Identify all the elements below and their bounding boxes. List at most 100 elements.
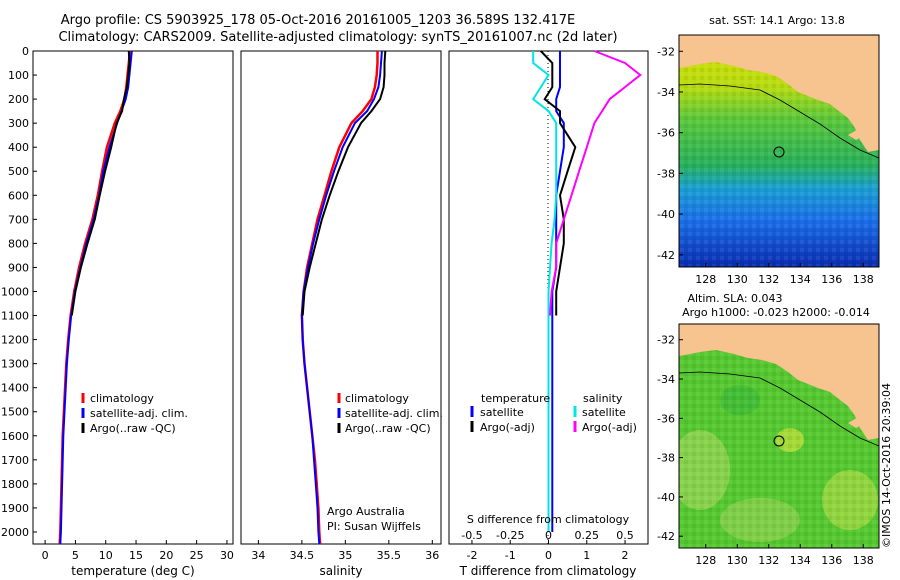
t-difference-xlabel: T difference from climatology — [459, 564, 637, 578]
imos-stamp: ©IMOS 14-Oct-2016 20:39:04 — [880, 383, 893, 548]
salinity-axes-frame — [240, 50, 442, 545]
island — [848, 128, 866, 140]
x-tick-label-s: -0.25 — [496, 529, 524, 542]
map-x-tick-label: 130 — [727, 273, 748, 286]
y-tick-label: 100 — [8, 69, 29, 82]
difference-series-line-1 — [540, 50, 577, 316]
map-y-tick-label: -36 — [657, 412, 675, 425]
island — [848, 416, 866, 428]
temperature-panel: 0100200300400500600700800900100011001200… — [1, 45, 234, 578]
legend-t-argo: Argo(-adj) — [480, 421, 535, 434]
x-tick-label: 10 — [99, 549, 113, 562]
x-tick-label: 35 — [338, 549, 352, 562]
legend-temperature-heading: temperature — [481, 392, 550, 405]
x-tick-label: 36 — [425, 549, 439, 562]
sla-map-title-2: Argo h1000: -0.023 h2000: -0.014 — [682, 306, 870, 319]
x-tick-label: 35.5 — [377, 549, 402, 562]
sla-map-panel: Altim. SLA: 0.043 Argo h1000: -0.023 h20… — [657, 292, 880, 567]
x-tick-label: 5 — [72, 549, 79, 562]
x-tick-label: 30 — [220, 549, 234, 562]
y-tick-label: 1500 — [1, 406, 29, 419]
map-x-tick-label: 132 — [758, 554, 779, 567]
credit-line-1: Argo Australia — [327, 505, 405, 518]
salinity-legend: climatology satellite-adj. clim. Argo(..… — [337, 392, 443, 435]
series-line-1 — [300, 50, 383, 545]
credit-line-2: PI: Susan Wijffels — [327, 520, 421, 533]
legend-s-argo: Argo(-adj) — [582, 421, 637, 434]
sst-map-frame — [678, 34, 880, 268]
depth-contour — [679, 371, 879, 447]
x-tick-label: 2 — [622, 549, 629, 562]
map-x-tick-label: 138 — [853, 273, 874, 286]
y-tick-label: 800 — [8, 237, 29, 250]
map-y-tick-label: -34 — [657, 373, 675, 386]
y-tick-label: 600 — [8, 189, 29, 202]
title-line-2: Climatology: CARS2009. Satellite-adjuste… — [58, 30, 617, 45]
map-x-tick-label: 132 — [758, 273, 779, 286]
y-tick-label: 1300 — [1, 358, 29, 371]
map-y-tick-label: -38 — [657, 167, 675, 180]
x-tick-label: -1 — [505, 549, 516, 562]
x-tick-label: 34 — [251, 549, 265, 562]
map-y-tick-label: -40 — [657, 208, 675, 221]
legend-argo: Argo(..raw -QC) — [90, 422, 176, 435]
x-tick-label: 20 — [159, 549, 173, 562]
map-y-tick-label: -32 — [657, 45, 675, 58]
map-y-tick-label: -32 — [657, 334, 675, 347]
series-line-2 — [70, 50, 131, 316]
x-tick-label-s: 0.25 — [575, 529, 600, 542]
x-tick-label: 0 — [42, 549, 49, 562]
difference-panel: -2 -1 0 1 2 -0.5 -0.25 0 0.25 0.5 S difference f… — [448, 50, 649, 578]
sla-map-frame — [678, 323, 880, 549]
map-y-tick-label: -42 — [657, 530, 675, 543]
y-tick-label: 1900 — [1, 502, 29, 515]
map-x-tick-label: 136 — [821, 273, 842, 286]
y-tick-label: 700 — [8, 213, 29, 226]
float-position-marker — [773, 435, 785, 447]
map-x-tick-label: 128 — [695, 554, 716, 567]
x-tick-label: 25 — [190, 549, 204, 562]
y-tick-label: 1800 — [1, 478, 29, 491]
y-tick-label: 1600 — [1, 430, 29, 443]
map-x-tick-label: 134 — [790, 554, 811, 567]
land-mass — [679, 35, 879, 152]
temperature-axes-frame — [32, 50, 234, 545]
y-tick-label: 1700 — [1, 454, 29, 467]
legend-climatology: climatology — [345, 392, 409, 405]
x-tick-label: 1 — [583, 549, 590, 562]
temperature-legend: climatology satellite-adj. clim. Argo(..… — [81, 392, 188, 435]
x-tick-label: 15 — [129, 549, 143, 562]
y-tick-label: 1400 — [1, 382, 29, 395]
map-y-tick-label: -38 — [657, 452, 675, 465]
y-tick-label: 900 — [8, 261, 29, 274]
sst-map-title: sat. SST: 14.1 Argo: 13.8 — [709, 14, 845, 27]
series-line-2 — [301, 50, 387, 316]
y-tick-label: 200 — [8, 93, 29, 106]
y-tick-label: 2000 — [1, 526, 29, 539]
sst-map-panel: sat. SST: 14.1 Argo: 13.8 — [657, 14, 880, 286]
difference-series-line-2 — [531, 51, 558, 532]
legend-salinity-heading: salinity — [583, 392, 623, 405]
map-x-tick-label: 130 — [727, 554, 748, 567]
title-line-1: Argo profile: CS 5903925_178 05-Oct-2016… — [61, 13, 575, 28]
map-x-tick-label: 128 — [695, 273, 716, 286]
difference-series-line-3 — [549, 50, 642, 316]
x-tick-label: 34.5 — [290, 549, 315, 562]
y-tick-label: 500 — [8, 165, 29, 178]
depth-contour — [679, 83, 879, 159]
legend-satellite: satellite-adj. clim. — [90, 407, 188, 420]
difference-legend: temperature satellite Argo(-adj) salinit… — [470, 392, 637, 434]
legend-s-satellite: satellite — [582, 406, 626, 419]
y-tick-label: 300 — [8, 117, 29, 130]
legend-argo: Argo(..raw -QC) — [345, 422, 431, 435]
map-y-tick-label: -36 — [657, 127, 675, 140]
legend-climatology: climatology — [90, 392, 154, 405]
x-tick-label: 0 — [545, 549, 552, 562]
map-x-tick-label: 138 — [853, 554, 874, 567]
s-difference-xlabel: S difference from climatology — [467, 513, 630, 526]
map-x-tick-label: 136 — [821, 554, 842, 567]
y-tick-label: 400 — [8, 141, 29, 154]
land-mass — [679, 324, 879, 440]
x-tick-label-s: -0.5 — [461, 529, 482, 542]
